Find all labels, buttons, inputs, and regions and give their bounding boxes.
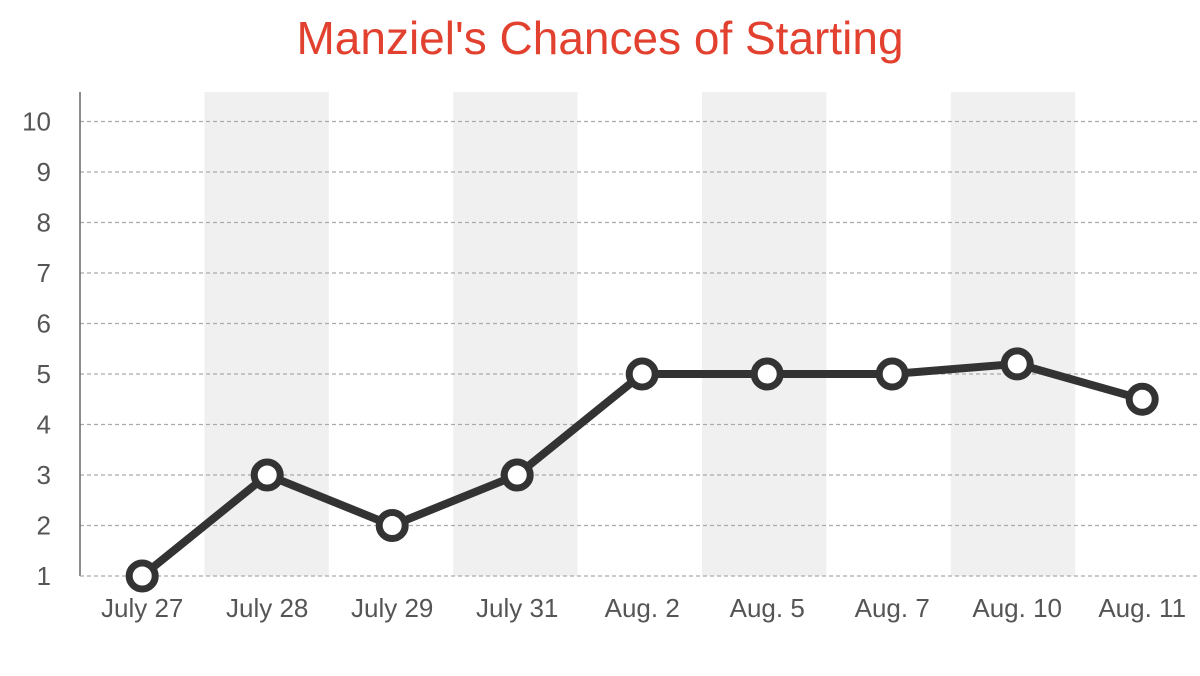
x-tick-label: Aug. 10 — [972, 593, 1062, 623]
x-tick-label: Aug. 5 — [730, 593, 805, 623]
y-tick-label: 5 — [37, 359, 51, 389]
data-point — [625, 357, 659, 391]
column-band — [453, 92, 578, 576]
data-point — [750, 357, 784, 391]
data-point — [1125, 382, 1159, 416]
x-axis-ticks: July 27 July 28 July 29 July 31 Aug. 2 Aug. 5… — [101, 593, 1186, 623]
data-point — [500, 458, 534, 492]
column-band — [702, 92, 827, 576]
x-tick-label: Aug. 7 — [855, 593, 930, 623]
x-tick-label: Aug. 11 — [1098, 593, 1186, 623]
y-tick-label: 10 — [22, 107, 51, 137]
column-bands — [204, 92, 1076, 576]
data-point — [875, 357, 909, 391]
y-axis-ticks: 1 2 3 4 5 6 7 8 9 10 — [22, 107, 51, 592]
x-tick-label: July 31 — [476, 593, 558, 623]
x-tick-label: July 28 — [226, 593, 308, 623]
y-tick-label: 1 — [37, 561, 51, 591]
axes — [79, 92, 1200, 577]
data-point — [375, 509, 409, 542]
y-tick-label: 2 — [37, 511, 51, 541]
x-tick-label: Aug. 2 — [605, 593, 680, 623]
chart-title: Manziel's Chances of Starting — [296, 12, 903, 64]
column-band — [950, 92, 1076, 576]
data-point — [250, 458, 284, 492]
x-tick-label: July 29 — [351, 593, 433, 623]
y-tick-label: 8 — [37, 208, 51, 238]
gridlines — [80, 120, 1200, 527]
y-tick-label: 9 — [37, 157, 51, 187]
data-point — [125, 559, 159, 593]
y-tick-label: 7 — [37, 258, 51, 288]
y-tick-label: 3 — [37, 460, 51, 490]
y-tick-label: 4 — [37, 410, 51, 440]
data-point — [1000, 347, 1034, 381]
column-band — [204, 92, 329, 576]
series — [125, 347, 1159, 593]
x-tick-label: July 27 — [101, 593, 183, 623]
y-tick-label: 6 — [37, 309, 51, 339]
